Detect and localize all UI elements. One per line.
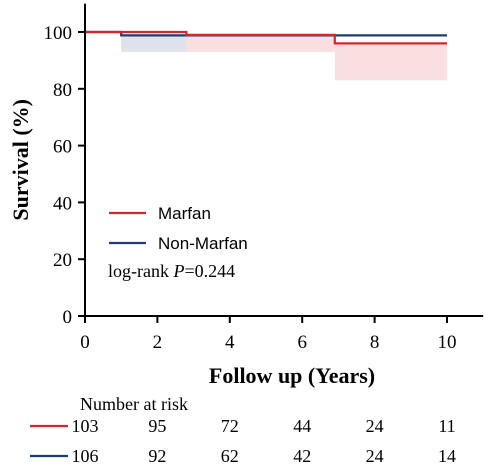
x-tick-label-6: 6 (297, 332, 307, 353)
y-axis-title: Survival (%) (8, 99, 33, 221)
y-tick-label-100: 100 (44, 23, 73, 44)
log-rank-annotation: log-rank P=0.244 (108, 261, 235, 281)
x-tick-label-8: 8 (370, 332, 380, 353)
risk-value-1-1: 103 (72, 416, 99, 436)
y-tick-label-20: 20 (53, 250, 72, 271)
risk-value-1-5: 24 (366, 416, 384, 436)
risk-value-2-3: 62 (221, 446, 239, 466)
x-tick-label-10: 10 (438, 332, 457, 353)
risk-value-2-2: 92 (148, 446, 166, 466)
y-tick-label-0: 0 (63, 307, 73, 328)
legend-label-2: Non-Marfan (158, 234, 248, 253)
risk-value-2-6: 14 (438, 446, 456, 466)
survival-curves (85, 30, 447, 45)
survival-line-marfan (85, 30, 447, 45)
risk-value-1-2: 95 (148, 416, 166, 436)
legend-label-1: Marfan (158, 204, 211, 223)
risk-table-title: Number at risk (80, 394, 188, 414)
axes (78, 3, 484, 323)
risk-value-2-4: 42 (293, 446, 311, 466)
risk-value-1-6: 11 (438, 416, 455, 436)
risk-value-2-1: 106 (72, 446, 99, 466)
x-tick-label-0: 0 (80, 332, 90, 353)
risk-value-1-4: 44 (293, 416, 311, 436)
ci-band-1-1 (186, 34, 335, 52)
x-tick-label-4: 4 (225, 332, 235, 353)
risk-value-1-3: 72 (221, 416, 239, 436)
risk-value-2-5: 24 (366, 446, 384, 466)
ci-band-1-2 (334, 43, 447, 81)
y-tick-label-60: 60 (53, 137, 72, 158)
confidence-bands (121, 34, 447, 81)
y-tick-label-40: 40 (53, 193, 72, 214)
x-axis-title: Follow up (Years) (209, 363, 375, 388)
ci-band-2-1 (121, 35, 187, 52)
x-tick-label-2: 2 (153, 332, 163, 353)
y-tick-label-80: 80 (53, 80, 72, 101)
